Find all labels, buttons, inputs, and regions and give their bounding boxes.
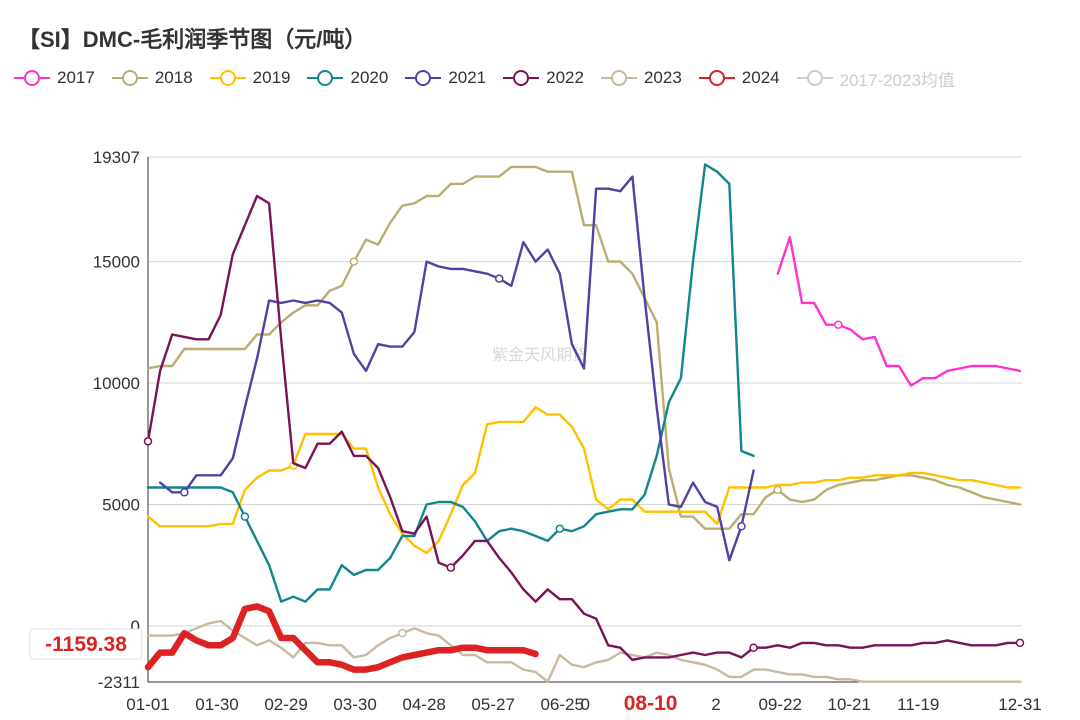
series-point-2022 bbox=[749, 643, 758, 652]
legend-label: 2018 bbox=[154, 68, 193, 87]
legend-item-2024[interactable]: 2024 bbox=[697, 68, 780, 88]
series-line-2022 bbox=[146, 194, 1022, 662]
legend-item-2020[interactable]: 2020 bbox=[305, 68, 388, 88]
x-tick-label: 09-22 bbox=[758, 695, 801, 714]
x-tick-label: 11-19 bbox=[897, 695, 939, 714]
legend-marker-icon bbox=[209, 70, 246, 86]
legend-item-2019[interactable]: 2019 bbox=[208, 68, 291, 88]
legend-label: 2021 bbox=[448, 68, 487, 87]
x-tick-label: 10-21 bbox=[827, 695, 870, 714]
x-tick-label: 12-31 bbox=[998, 695, 1041, 714]
series-point-2021 bbox=[737, 522, 746, 531]
legend-label: 2022 bbox=[546, 68, 584, 87]
legend-label: 2019 bbox=[252, 68, 291, 87]
series-point-2018 bbox=[349, 257, 359, 266]
y-tick-label: 0 bbox=[131, 617, 140, 636]
series-line-2024 bbox=[144, 603, 539, 673]
legend-marker-icon bbox=[111, 70, 148, 86]
y-tick-label: -2311 bbox=[98, 673, 140, 692]
series-point-2021 bbox=[494, 274, 504, 283]
legend-item-2017[interactable]: 2017 bbox=[12, 68, 95, 88]
x-tick-label: 0 bbox=[580, 695, 589, 714]
legend-marker-icon bbox=[405, 70, 442, 86]
legend-label: 2023 bbox=[643, 68, 682, 87]
series-point-2018 bbox=[773, 485, 783, 495]
legend-marker-icon bbox=[600, 70, 637, 86]
series-point-2022 bbox=[143, 437, 153, 446]
legend-marker-icon bbox=[503, 70, 540, 86]
series-point-2021 bbox=[180, 488, 189, 497]
series-line-2020 bbox=[146, 163, 755, 603]
y-tick-label: 10000 bbox=[93, 374, 140, 393]
x-tick-label: 01-01 bbox=[126, 695, 169, 714]
legend-marker-icon bbox=[14, 70, 50, 86]
current-value-box bbox=[29, 628, 143, 660]
x-tick-label: 04-28 bbox=[402, 695, 445, 714]
legend-item-2021[interactable]: 2021 bbox=[403, 68, 486, 88]
legend-marker-icon bbox=[698, 70, 735, 86]
legend-marker-icon bbox=[796, 70, 833, 86]
series-point-2022 bbox=[1015, 638, 1025, 648]
x-tick-label: 01-30 bbox=[195, 695, 238, 714]
current-value-label: -1159.38 bbox=[45, 633, 127, 656]
series-point-2023 bbox=[398, 628, 407, 638]
legend-item-2018[interactable]: 2018 bbox=[110, 68, 193, 88]
series-line-2017 bbox=[776, 236, 1022, 387]
series-point-2022 bbox=[446, 563, 456, 572]
y-tick-label: 19307 bbox=[93, 148, 140, 167]
legend-label: 2017 bbox=[57, 68, 95, 87]
x-tick-label: 02-29 bbox=[264, 695, 307, 714]
legend-label: 2020 bbox=[350, 68, 389, 87]
watermark: 紫金天风期货 bbox=[492, 345, 588, 364]
chart-legend: 2017 2018 2019 2020 2021 2022 2023 2024 2017-202… bbox=[12, 66, 1072, 90]
legend-label: 2017-2023均值 bbox=[839, 70, 955, 90]
series-line-2023 bbox=[146, 619, 1022, 683]
x-tick-label: 06-25 bbox=[540, 695, 583, 714]
x-tick-label: 03-30 bbox=[333, 695, 376, 714]
legend-item-2022[interactable]: 2022 bbox=[501, 68, 584, 88]
series-line-2018 bbox=[146, 165, 1022, 530]
x-tick-label-current: 08-10 bbox=[624, 692, 678, 715]
y-tick-label: 5000 bbox=[102, 495, 140, 514]
x-tick-label: 05-27 bbox=[471, 695, 514, 714]
series-line-2019 bbox=[146, 406, 1022, 555]
legend-item-2017-2023均值[interactable]: 2017-2023均值 bbox=[795, 66, 955, 91]
series-point-2017 bbox=[834, 320, 843, 329]
legend-item-2023[interactable]: 2023 bbox=[599, 68, 682, 88]
series-line-2021 bbox=[158, 175, 755, 562]
y-tick-label: 15000 bbox=[93, 253, 140, 272]
legend-label: 2024 bbox=[741, 68, 780, 87]
series-point-2020 bbox=[240, 512, 250, 521]
x-tick-label: 2 bbox=[711, 695, 720, 714]
legend-marker-icon bbox=[307, 70, 344, 86]
series-point-2020 bbox=[555, 524, 565, 533]
chart-title: 【SI】DMC-毛利润季节图（元/吨） bbox=[18, 27, 367, 52]
